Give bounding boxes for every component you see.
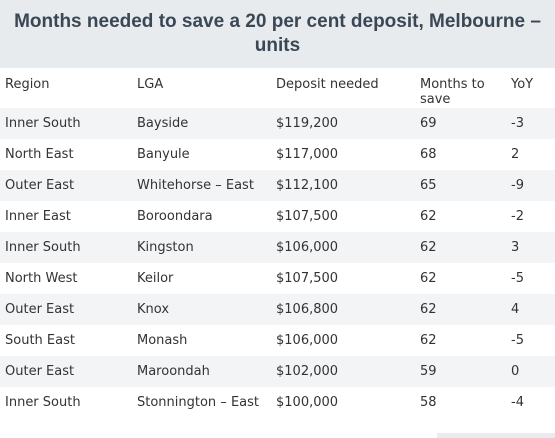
cell-region: Inner East	[0, 201, 132, 232]
cell-yoy: 4	[506, 294, 555, 325]
cell-months: 69	[415, 108, 506, 139]
cell-months: 62	[415, 325, 506, 356]
table-row: Inner East Boroondara $107,500 62 -2	[0, 201, 555, 232]
horizontal-scrollbar[interactable]	[437, 433, 555, 438]
deposit-table: Region LGA Deposit needed Months to save…	[0, 68, 555, 418]
cell-months: 68	[415, 139, 506, 170]
cell-region: Outer East	[0, 294, 132, 325]
cell-lga: Whitehorse – East	[132, 170, 271, 201]
cell-deposit: $106,800	[271, 294, 415, 325]
cell-months: 65	[415, 170, 506, 201]
cell-lga: Monash	[132, 325, 271, 356]
cell-region: South East	[0, 325, 132, 356]
cell-region: Outer East	[0, 170, 132, 201]
table-row: Inner South Stonnington – East $100,000 58-…	[0, 387, 555, 418]
cell-lga: Kingston	[132, 232, 271, 263]
cell-deposit: $106,000	[271, 325, 415, 356]
cell-lga: Banyule	[132, 139, 271, 170]
cell-deposit: $100,000	[271, 387, 415, 418]
cell-lga: Keilor	[132, 263, 271, 294]
column-header-region: Region	[5, 77, 50, 92]
cell-yoy: -3	[506, 108, 555, 139]
table-row: Inner South Kingston $106,000 62 3	[0, 232, 555, 263]
cell-months: 58	[415, 387, 506, 418]
cell-region: North West	[0, 263, 132, 294]
table-row: North East Banyule $117,000 68 2	[0, 139, 555, 170]
cell-lga: Bayside	[132, 108, 271, 139]
cell-months: 62	[415, 263, 506, 294]
cell-yoy: -5	[506, 263, 555, 294]
table-row: Outer East Maroondah $102,000 59 0	[0, 356, 555, 387]
column-header-yoy: YoY	[511, 77, 534, 92]
cell-deposit: $102,000	[271, 356, 415, 387]
table-title-bar: Months needed to save a 20 per cent depo…	[0, 0, 555, 68]
table-row: North West Keilor $107,500 62 -5	[0, 263, 555, 294]
column-header-lga: LGA	[137, 77, 164, 92]
cell-months: 62	[415, 232, 506, 263]
cell-region: Inner South	[0, 387, 132, 418]
cell-months: 59	[415, 356, 506, 387]
cell-deposit: $112,100	[271, 170, 415, 201]
table-header-row: Region LGA Deposit needed Months to save…	[0, 68, 555, 108]
cell-lga: Knox	[132, 294, 271, 325]
cell-yoy: 2	[506, 139, 555, 170]
cell-yoy: -5	[506, 325, 555, 356]
cell-deposit: $106,000	[271, 232, 415, 263]
table-row: Outer East Whitehorse – East $112,100 65 -9	[0, 170, 555, 201]
cell-region: Outer East	[0, 356, 132, 387]
table-body: Inner South Bayside $119,200 69 -3 North East…	[0, 108, 555, 418]
cell-yoy: 0	[506, 356, 555, 387]
cell-lga: Maroondah	[132, 356, 271, 387]
cell-months: 62	[415, 201, 506, 232]
cell-deposit: $107,500	[271, 263, 415, 294]
page-title: Months needed to save a 20 per cent depo…	[14, 11, 541, 56]
cell-months: 62	[415, 294, 506, 325]
cell-yoy: -2	[506, 201, 555, 232]
table-row: Outer East Knox $106,800 62 4	[0, 294, 555, 325]
cell-region: North East	[0, 139, 132, 170]
cell-yoy: -9	[506, 170, 555, 201]
cell-yoy: 3	[506, 232, 555, 263]
column-header-deposit: Deposit needed	[276, 77, 379, 92]
cell-region: Inner South	[0, 108, 132, 139]
cell-deposit: $117,000	[271, 139, 415, 170]
cell-lga: Boroondara	[132, 201, 271, 232]
cell-yoy: -4	[506, 387, 555, 418]
cell-deposit: $119,200	[271, 108, 415, 139]
table-row: South East Monash $106,000 62 -5	[0, 325, 555, 356]
cell-deposit: $107,500	[271, 201, 415, 232]
cell-lga: Stonnington – East	[132, 387, 271, 418]
table-row: Inner South Bayside $119,200 69 -3	[0, 108, 555, 139]
column-header-months: Months to save	[420, 77, 485, 107]
cell-region: Inner South	[0, 232, 132, 263]
